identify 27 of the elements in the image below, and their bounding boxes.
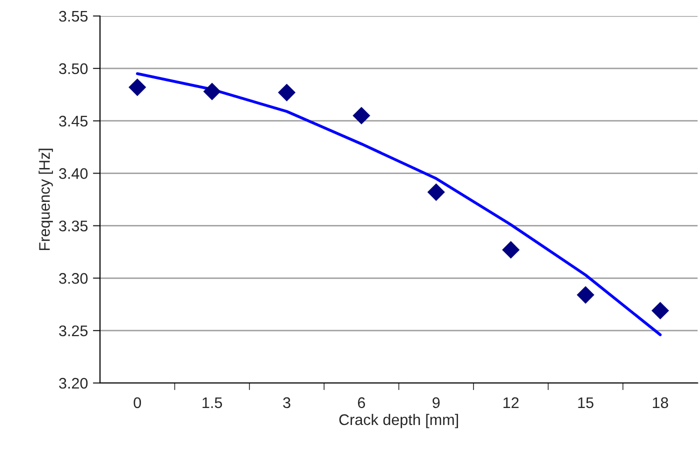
x-tick-label: 15 [578,397,594,408]
x-tick-label: 3 [283,397,290,408]
y-tick-label: 3.55 [59,10,88,22]
y-tick-label: 3.20 [59,378,88,389]
x-tick-label: 0 [134,397,141,408]
y-tick-label: 3.40 [59,168,88,179]
y-tick-label: 3.30 [59,273,88,284]
point [576,286,594,304]
y-tick-label: 3.50 [59,63,88,74]
y-tick-label: 3.45 [59,116,88,127]
point [278,84,296,102]
x-tick-label: 9 [432,397,440,408]
y-axis-title: Frequency [Hz] [38,148,53,250]
x-tick-label: 6 [358,397,366,408]
point [427,183,445,201]
point [203,82,221,100]
point [651,302,670,320]
y-tick-label: 3.35 [59,220,88,232]
line-series [136,72,662,336]
x-tick-label: 18 [652,397,668,408]
x-axis-title: Crack depth [mm] [339,414,458,428]
y-tick-label: 3.25 [59,325,88,336]
x-tick-label: 12 [504,397,519,408]
point [352,106,370,124]
point [502,241,520,259]
x-tick-label: 1.5 [202,397,222,408]
point [128,78,146,96]
